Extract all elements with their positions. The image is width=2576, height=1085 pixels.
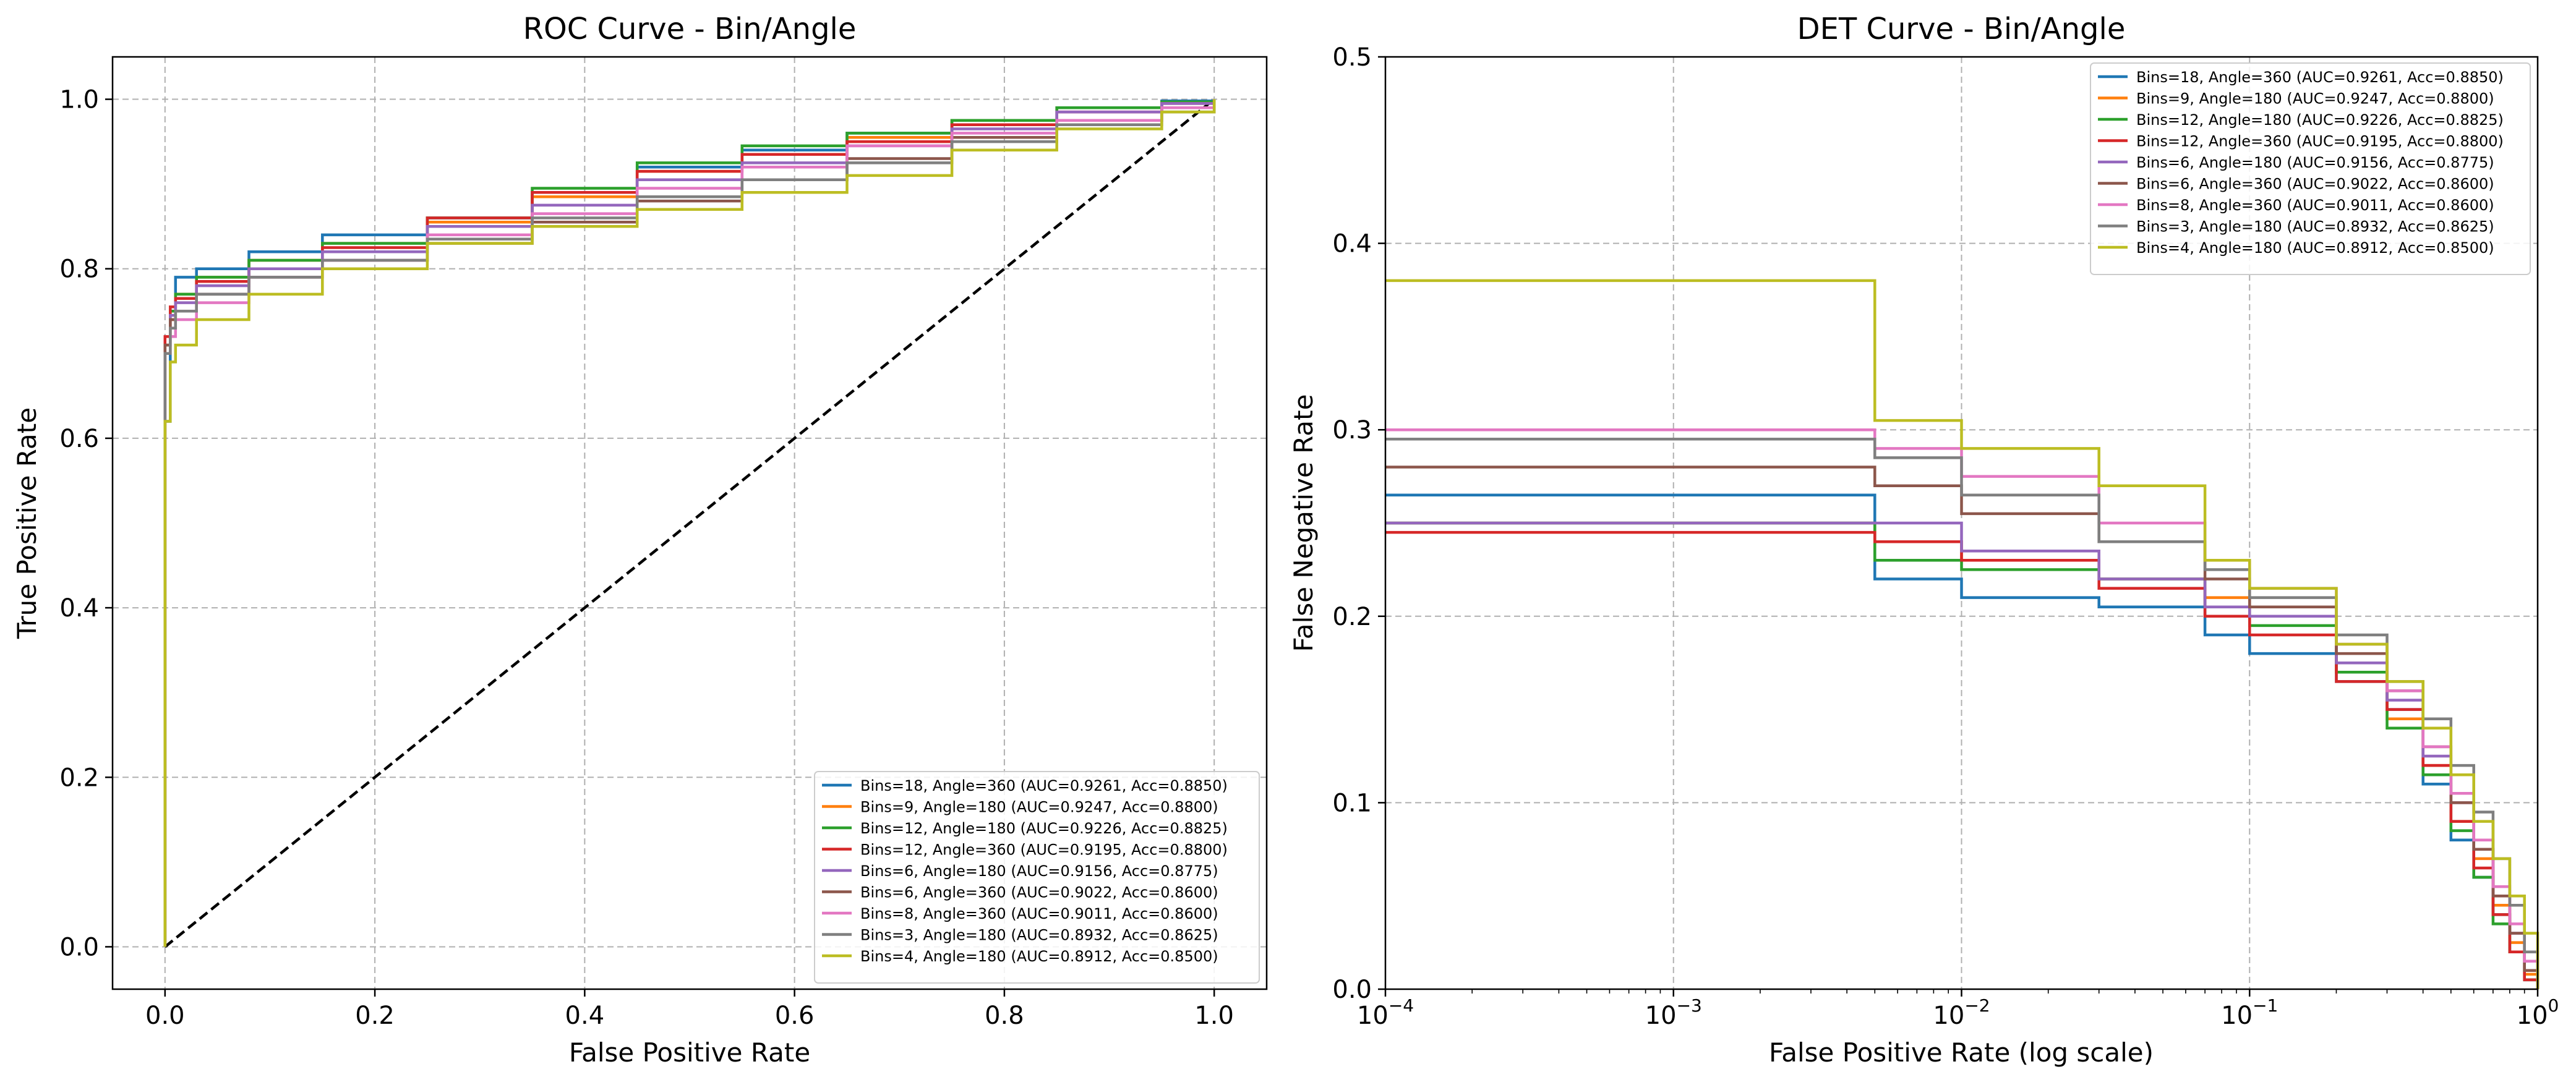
- roc-legend-label: Bins=12, Angle=180 (AUC=0.9226, Acc=0.88…: [860, 820, 1228, 837]
- det-y-tick-label: 0.5: [1332, 43, 1372, 72]
- det-y-tick-label: 0.3: [1332, 416, 1372, 445]
- det-y-tick-label: 0.0: [1332, 976, 1372, 1004]
- roc-series-line: [163, 99, 1216, 947]
- det-x-ticks: 10−4 10−3 10−2 10−1 100: [1357, 989, 2559, 1030]
- det-legend-label: Bins=3, Angle=180 (AUC=0.8932, Acc=0.862…: [2136, 218, 2494, 236]
- det-legend: Bins=18, Angle=360 (AUC=0.9261, Acc=0.88…: [2090, 62, 2531, 275]
- det-legend-label: Bins=8, Angle=360 (AUC=0.9011, Acc=0.860…: [2136, 197, 2494, 214]
- roc-y-tick-label: 0.2: [59, 764, 99, 792]
- det-y-tick-label: 0.2: [1332, 603, 1372, 631]
- roc-legend-label: Bins=18, Angle=360 (AUC=0.9261, Acc=0.88…: [860, 777, 1228, 794]
- roc-y-axis-label: True Positive Rate: [12, 407, 42, 639]
- roc-x-tick-label: 0.0: [145, 1002, 185, 1030]
- det-legend-label: Bins=9, Angle=180 (AUC=0.9247, Acc=0.880…: [2136, 90, 2494, 108]
- roc-y-tick-label: 0.6: [59, 425, 99, 453]
- det-legend-label: Bins=4, Angle=180 (AUC=0.8912, Acc=0.850…: [2136, 239, 2494, 257]
- det-x-tick-exponent: 0: [2548, 995, 2559, 1016]
- det-legend-label: Bins=18, Angle=360 (AUC=0.9261, Acc=0.88…: [2136, 69, 2504, 86]
- roc-legend-label: Bins=6, Angle=360 (AUC=0.9022, Acc=0.860…: [860, 884, 1218, 901]
- roc-y-ticks: 0.0 0.2 0.4 0.6 0.8 1.0: [59, 86, 113, 961]
- det-y-tick-label: 0.4: [1332, 230, 1372, 258]
- det-series-lines: [1385, 279, 2540, 989]
- roc-x-tick-label: 0.8: [985, 1002, 1024, 1030]
- roc-x-tick-label: 1.0: [1194, 1002, 1234, 1030]
- det-legend-label: Bins=6, Angle=360 (AUC=0.9022, Acc=0.860…: [2136, 176, 2494, 193]
- roc-legend-label: Bins=3, Angle=180 (AUC=0.8932, Acc=0.862…: [860, 927, 1218, 944]
- roc-x-tick-label: 0.2: [355, 1002, 395, 1030]
- det-legend-frame: [2090, 62, 2531, 275]
- det-series-line: [1385, 279, 2540, 989]
- roc-x-axis-label: False Positive Rate: [569, 1037, 810, 1068]
- det-y-tick-label: 0.1: [1332, 789, 1372, 817]
- roc-diagonal-line: [164, 98, 1215, 948]
- det-x-tick-label: 10−1: [2221, 995, 2278, 1030]
- roc-chart: ROC Curve - Bin/Angle 0.0 0.2 0.4 0.6 0.8 1.0…: [12, 12, 1268, 1068]
- roc-x-tick-label: 0.6: [775, 1002, 815, 1030]
- det-x-tick-exponent: −3: [1677, 995, 1702, 1016]
- det-x-tick-exponent: −2: [1964, 995, 1990, 1016]
- roc-legend-label: Bins=9, Angle=180 (AUC=0.9247, Acc=0.880…: [860, 799, 1218, 816]
- det-y-ticks: 0.0 0.1 0.2 0.3 0.4 0.5: [1332, 43, 1385, 1004]
- roc-legend-label: Bins=4, Angle=180 (AUC=0.8912, Acc=0.850…: [860, 948, 1218, 965]
- roc-axes-frame: [111, 56, 1268, 990]
- roc-legend-label: Bins=6, Angle=180 (AUC=0.9156, Acc=0.877…: [860, 862, 1218, 880]
- roc-legend-frame: [814, 771, 1260, 984]
- roc-y-tick-label: 0.8: [59, 255, 99, 284]
- det-legend-label: Bins=12, Angle=180 (AUC=0.9226, Acc=0.88…: [2136, 111, 2504, 129]
- det-x-tick-exponent: −1: [2253, 995, 2278, 1016]
- roc-x-tick-label: 0.4: [565, 1002, 605, 1030]
- det-x-tick-exponent: −4: [1389, 995, 1414, 1016]
- det-title: DET Curve - Bin/Angle: [1797, 12, 2126, 46]
- roc-y-tick-label: 0.0: [59, 933, 99, 961]
- roc-y-tick-label: 1.0: [59, 86, 99, 114]
- roc-y-tick-label: 0.4: [59, 594, 99, 623]
- roc-series-lines: [163, 99, 1216, 947]
- roc-legend: Bins=18, Angle=360 (AUC=0.9261, Acc=0.88…: [814, 771, 1260, 984]
- det-x-axis-label: False Positive Rate (log scale): [1769, 1037, 2154, 1068]
- det-legend-label: Bins=6, Angle=180 (AUC=0.9156, Acc=0.877…: [2136, 154, 2494, 171]
- roc-x-ticks: 0.0 0.2 0.4 0.6 0.8 1.0: [145, 989, 1234, 1030]
- roc-legend-label: Bins=8, Angle=360 (AUC=0.9011, Acc=0.860…: [860, 905, 1218, 922]
- roc-chance-diagonal: [164, 98, 1215, 948]
- det-x-tick-label: 10−4: [1357, 995, 1414, 1030]
- det-chart: DET Curve - Bin/Angle 10−4 10−3 10−2 10−1 10…: [1288, 12, 2559, 1068]
- det-legend-label: Bins=12, Angle=360 (AUC=0.9195, Acc=0.88…: [2136, 133, 2504, 150]
- roc-title: ROC Curve - Bin/Angle: [523, 12, 857, 46]
- det-y-axis-label: False Negative Rate: [1288, 394, 1319, 652]
- roc-legend-label: Bins=12, Angle=360 (AUC=0.9195, Acc=0.88…: [860, 841, 1228, 859]
